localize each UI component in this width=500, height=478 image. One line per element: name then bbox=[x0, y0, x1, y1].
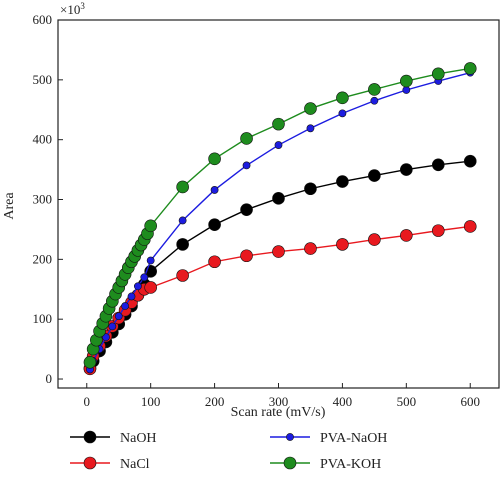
y-tick-label: 100 bbox=[33, 311, 53, 326]
data-point-pva-koh bbox=[83, 355, 97, 369]
legend-label: NaOH bbox=[120, 431, 157, 446]
x-tick-label: 100 bbox=[141, 394, 161, 409]
data-point-pva-koh bbox=[240, 132, 253, 145]
y-multiplier-label: ×103 bbox=[60, 1, 85, 17]
data-point-pva-koh bbox=[431, 67, 445, 81]
legend: NaOH PVA-NaOH NaCl PVA-KOH bbox=[70, 430, 387, 472]
data-point-nacl bbox=[176, 269, 189, 282]
data-point-pva-naoh bbox=[274, 141, 283, 149]
data-point-naoh bbox=[431, 158, 445, 172]
series-naoh bbox=[83, 154, 477, 375]
y-tick-label: 0 bbox=[46, 371, 53, 386]
data-point-pva-naoh bbox=[338, 109, 347, 118]
data-point-naoh bbox=[304, 182, 317, 196]
legend-marker bbox=[83, 430, 97, 444]
data-point-pva-koh bbox=[208, 152, 221, 166]
data-point-pva-naoh bbox=[306, 124, 315, 133]
data-point-pva-koh bbox=[144, 219, 157, 233]
axis-ticks bbox=[58, 19, 471, 388]
data-point-pva-naoh bbox=[140, 273, 149, 282]
legend-item-nacl: NaCl bbox=[70, 456, 150, 472]
data-point-naoh bbox=[272, 192, 285, 205]
data-point-pva-koh bbox=[336, 91, 349, 105]
x-axis-title: Scan rate (mV/s) bbox=[231, 405, 326, 420]
legend-item-pva-naoh: PVA-NaOH bbox=[270, 431, 387, 446]
y-tick-label: 300 bbox=[33, 192, 53, 207]
x-tick-label: 200 bbox=[205, 394, 225, 409]
data-point-nacl bbox=[144, 281, 157, 294]
data-point-pva-naoh bbox=[242, 161, 251, 170]
x-tick-label: 500 bbox=[397, 394, 417, 409]
data-point-pva-koh bbox=[304, 102, 317, 115]
data-point-nacl bbox=[272, 245, 285, 258]
legend-marker bbox=[283, 456, 297, 470]
data-point-nacl bbox=[431, 224, 445, 237]
x-tick-label: 300 bbox=[269, 394, 289, 409]
data-point-pva-koh bbox=[463, 62, 477, 75]
data-point-naoh bbox=[240, 203, 253, 216]
data-point-pva-koh bbox=[368, 83, 381, 96]
data-point-nacl bbox=[240, 249, 253, 263]
y-tick-label: 400 bbox=[33, 132, 53, 147]
legend-label: NaCl bbox=[120, 457, 150, 472]
data-point-nacl bbox=[463, 220, 477, 233]
data-point-naoh bbox=[176, 238, 189, 251]
legend-label: PVA-NaOH bbox=[320, 431, 387, 446]
legend-item-pva-koh: PVA-KOH bbox=[270, 456, 381, 472]
data-point-pva-naoh bbox=[178, 216, 187, 225]
data-point-pva-koh bbox=[176, 180, 189, 194]
y-axis-title: Area bbox=[2, 192, 17, 220]
y-tick-label: 500 bbox=[33, 72, 53, 87]
data-point-naoh bbox=[400, 163, 413, 176]
tick-labels: 0 100 200 300 400 500 600 0 100 200 300 400 500 600 bbox=[33, 12, 480, 409]
data-point-naoh bbox=[208, 218, 221, 231]
data-point-nacl bbox=[368, 233, 381, 246]
data-point-pva-naoh bbox=[108, 322, 117, 331]
x-tick-label: 400 bbox=[333, 394, 353, 409]
data-point-pva-naoh bbox=[146, 256, 155, 265]
data-point-nacl bbox=[304, 242, 317, 255]
legend-marker bbox=[286, 433, 294, 441]
data-point-nacl bbox=[336, 238, 349, 251]
legend-label: PVA-KOH bbox=[320, 457, 381, 472]
y-tick-label: 200 bbox=[33, 251, 53, 266]
data-point-pva-naoh bbox=[127, 292, 136, 301]
x-tick-label: 0 bbox=[84, 394, 91, 409]
series-line-pva-koh bbox=[89, 67, 471, 363]
data-point-naoh bbox=[336, 175, 349, 188]
data-point-pva-naoh bbox=[133, 282, 142, 291]
data-point-pva-naoh bbox=[114, 312, 123, 321]
data-point-pva-koh bbox=[272, 117, 285, 131]
x-tick-label: 600 bbox=[460, 394, 480, 409]
legend-marker bbox=[83, 456, 97, 470]
data-point-naoh bbox=[463, 154, 477, 168]
data-point-naoh bbox=[368, 169, 381, 182]
legend-item-naoh: NaOH bbox=[70, 430, 157, 446]
series-layer bbox=[83, 62, 477, 376]
series-pva-koh bbox=[83, 62, 477, 369]
data-point-nacl bbox=[400, 229, 413, 242]
data-point-nacl bbox=[208, 255, 221, 269]
data-point-pva-naoh bbox=[370, 96, 379, 105]
data-point-pva-naoh bbox=[121, 302, 130, 310]
y-tick-label: 600 bbox=[33, 12, 53, 27]
data-point-pva-naoh bbox=[402, 86, 411, 94]
data-point-pva-koh bbox=[400, 74, 413, 88]
series-pva-naoh bbox=[86, 68, 475, 374]
data-point-pva-naoh bbox=[210, 186, 219, 194]
